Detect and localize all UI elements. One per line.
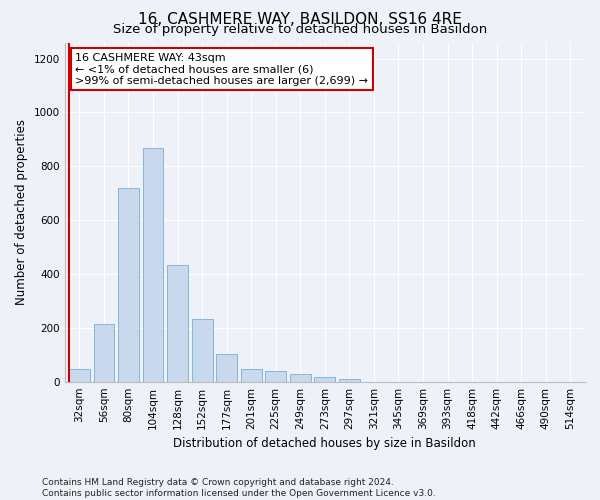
Bar: [241, 370, 262, 382]
X-axis label: Distribution of detached houses by size in Basildon: Distribution of detached houses by size …: [173, 437, 476, 450]
Text: Contains HM Land Registry data © Crown copyright and database right 2024.
Contai: Contains HM Land Registry data © Crown c…: [42, 478, 436, 498]
Bar: [143, 148, 163, 382]
Bar: [118, 188, 139, 382]
Text: 16, CASHMERE WAY, BASILDON, SS16 4RE: 16, CASHMERE WAY, BASILDON, SS16 4RE: [138, 12, 462, 28]
Bar: [216, 354, 237, 382]
Bar: [191, 319, 212, 382]
Bar: [290, 374, 311, 382]
Bar: [94, 324, 115, 382]
Text: Size of property relative to detached houses in Basildon: Size of property relative to detached ho…: [113, 22, 487, 36]
Y-axis label: Number of detached properties: Number of detached properties: [15, 119, 28, 305]
Bar: [69, 370, 90, 382]
Bar: [339, 379, 360, 382]
Bar: [265, 372, 286, 382]
Text: 16 CASHMERE WAY: 43sqm
← <1% of detached houses are smaller (6)
>99% of semi-det: 16 CASHMERE WAY: 43sqm ← <1% of detached…: [75, 52, 368, 86]
Bar: [314, 377, 335, 382]
Bar: [167, 264, 188, 382]
